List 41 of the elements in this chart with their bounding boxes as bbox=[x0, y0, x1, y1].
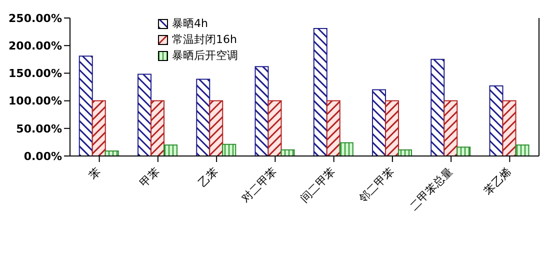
bar bbox=[444, 100, 458, 156]
bar bbox=[92, 100, 106, 156]
bar bbox=[339, 142, 354, 156]
legend-label: 暴晒4h bbox=[172, 16, 208, 32]
y-tick-label: 0.00% bbox=[24, 150, 62, 163]
y-tick-label: 100.00% bbox=[8, 94, 62, 108]
x-tick-label: 二甲苯总量 bbox=[407, 165, 456, 214]
bar bbox=[326, 100, 340, 156]
y-tick-label: 150.00% bbox=[8, 67, 62, 80]
legend-label: 暴晒后开空调 bbox=[172, 48, 238, 64]
bar bbox=[78, 56, 93, 156]
y-tick-label: 200.00% bbox=[8, 40, 62, 53]
bar bbox=[430, 58, 445, 156]
x-tick-label: 苯乙烯 bbox=[481, 165, 514, 198]
x-tick-label: 间二甲苯 bbox=[298, 165, 338, 206]
x-tick-label: 乙苯 bbox=[196, 165, 221, 190]
bar bbox=[456, 146, 471, 156]
bar bbox=[138, 74, 152, 156]
bar bbox=[372, 89, 386, 156]
bar bbox=[502, 100, 516, 156]
bar bbox=[209, 100, 224, 156]
bar bbox=[104, 150, 119, 156]
x-tick-label: 邻二甲苯 bbox=[356, 165, 397, 206]
x-tick-label: 苯 bbox=[86, 165, 104, 182]
bar bbox=[313, 28, 328, 156]
bar bbox=[254, 66, 269, 156]
bar bbox=[150, 100, 165, 156]
y-tick-label: 50.00% bbox=[16, 122, 62, 136]
bar bbox=[280, 149, 295, 156]
bar bbox=[268, 100, 282, 156]
bar bbox=[489, 85, 504, 156]
bar bbox=[196, 78, 210, 156]
bar bbox=[222, 144, 236, 156]
legend-label: 常温封闭16h bbox=[172, 32, 237, 48]
x-tick-label: 对二甲苯 bbox=[239, 165, 280, 206]
bar bbox=[164, 144, 178, 156]
x-tick-label: 甲苯 bbox=[137, 165, 162, 190]
bar bbox=[385, 100, 400, 156]
y-tick-label: 250.00% bbox=[8, 12, 62, 25]
bar bbox=[515, 144, 530, 156]
bar bbox=[398, 149, 412, 156]
